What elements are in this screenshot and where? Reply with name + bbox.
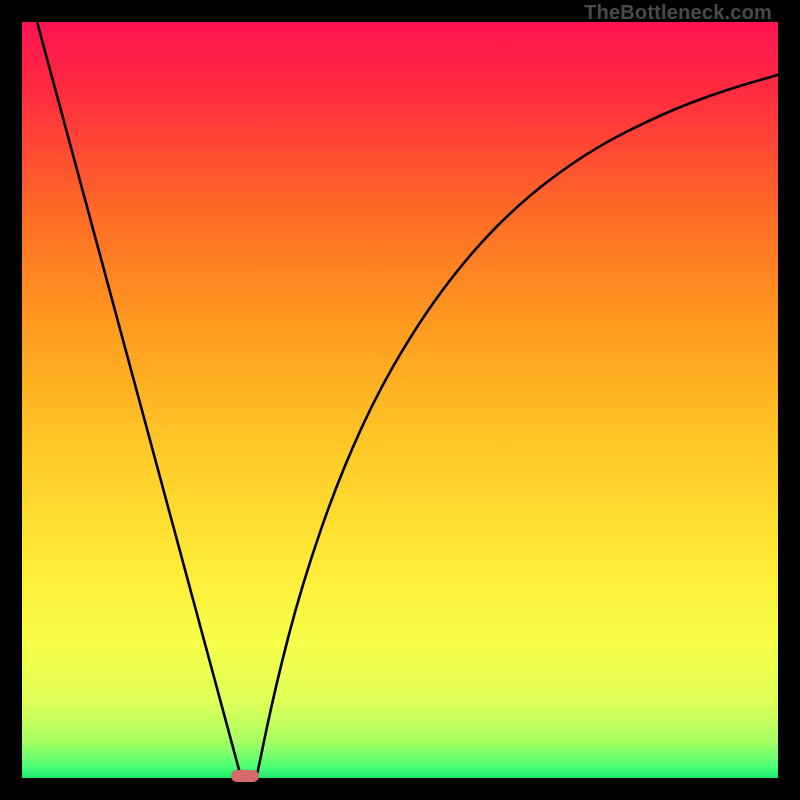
chart-container: TheBottleneck.com xyxy=(0,0,800,800)
optimum-marker xyxy=(231,770,259,782)
frame-right xyxy=(778,0,800,800)
gradient-background xyxy=(22,22,778,778)
frame-left xyxy=(0,0,22,800)
plot-area xyxy=(22,22,778,778)
watermark-text: TheBottleneck.com xyxy=(584,2,772,25)
frame-bottom xyxy=(0,778,800,800)
